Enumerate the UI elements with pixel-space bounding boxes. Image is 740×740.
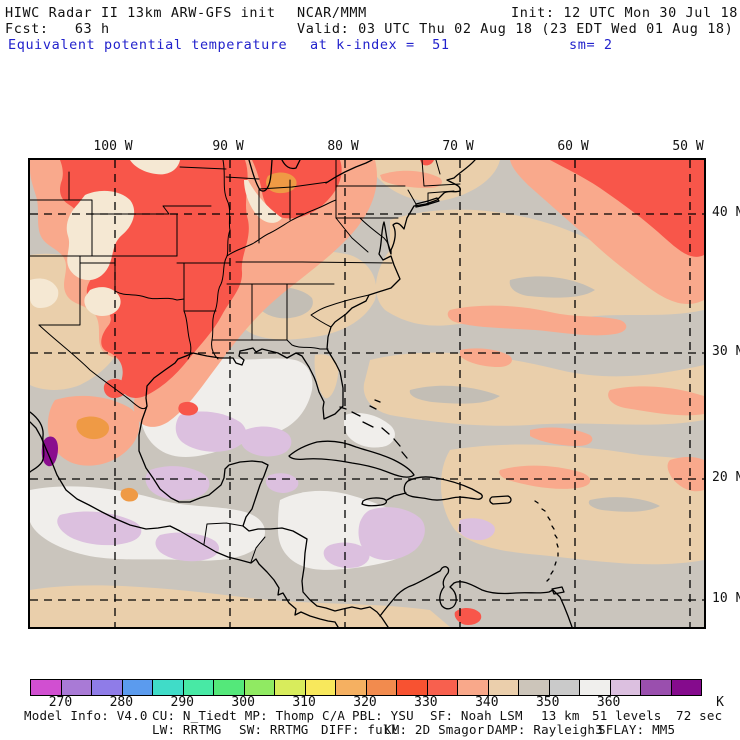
colorbar-segment	[458, 680, 489, 695]
lw-scheme: LW: RRTMG	[152, 722, 222, 737]
sflay-scheme: SFLAY: MM5	[598, 722, 676, 737]
lat-label-10n: 10 N	[712, 591, 740, 606]
grid-resolution: 13 km	[541, 708, 580, 723]
lon-label-80w: 80 W	[327, 139, 359, 154]
colorbar-unit: K	[716, 695, 724, 710]
model-title: HIWC Radar II 13km ARW-GFS init	[5, 5, 276, 21]
field-darkpurple-spot	[41, 436, 58, 467]
colorbar-segment	[244, 680, 275, 695]
lon-label-50w: 50 W	[672, 139, 704, 154]
center-name: NCAR/MMM	[297, 5, 367, 21]
km-scheme: KM: 2D Smagor	[384, 722, 485, 737]
lat-label-40n: 40 N	[712, 205, 740, 220]
model-info-label: Model Info: V4.0	[24, 708, 148, 723]
field-lavender-patches	[57, 411, 495, 568]
colorbar-tick-label: 350	[535, 695, 560, 710]
state-borders	[29, 159, 461, 563]
pbl-scheme: PBL: YSU	[352, 708, 414, 723]
field-cream-patches	[30, 160, 282, 316]
colorbar-segment	[366, 680, 397, 695]
colorbar-tick-label: 330	[414, 695, 438, 710]
sf-scheme: SF: Noah LSM	[430, 708, 523, 723]
colorbar-tick-label: 310	[292, 695, 316, 710]
colorbar-tick-label: 320	[353, 695, 377, 710]
lon-label-100w: 100 W	[93, 139, 133, 154]
init-time: Init: 12 UTC Mon 30 Jul 18	[511, 5, 738, 21]
colorbar-segment	[336, 680, 367, 695]
colorbar-tick-label: 300	[231, 695, 255, 710]
colorbar-segment	[427, 680, 458, 695]
colorbar-segment	[671, 680, 701, 695]
colorbar-segment	[183, 680, 214, 695]
sw-scheme: SW: RRTMG	[239, 722, 309, 737]
lon-label-90w: 90 W	[212, 139, 244, 154]
lon-label-70w: 70 W	[442, 139, 474, 154]
damp-scheme: DAMP: Rayleigh3	[487, 722, 603, 737]
colorbar-segment	[61, 680, 92, 695]
colorbar-tick-label: 270	[48, 695, 73, 710]
colorbar-segment	[305, 680, 336, 695]
colorbar-segment	[519, 680, 550, 695]
field-name: Equivalent potential temperature	[8, 37, 288, 53]
smoothing-label: sm= 2	[569, 37, 613, 53]
colorbar-segment	[397, 680, 428, 695]
map-canvas	[29, 159, 704, 628]
colorbar-tick-label: 290	[170, 695, 194, 710]
field-gray-swirls	[256, 276, 660, 512]
colorbar	[30, 679, 702, 696]
colorbar-segment	[610, 680, 641, 695]
colorbar-tick-label: 360	[596, 695, 621, 710]
colorbar-segment	[488, 680, 519, 695]
timestep: 72 sec	[676, 708, 723, 723]
colorbar-segment	[641, 680, 672, 695]
colorbar-tick-label: 280	[109, 695, 134, 710]
colorbar-segment	[549, 680, 580, 695]
forecast-hour: Fcst: 63 h	[5, 21, 110, 37]
lat-label-20n: 20 N	[712, 470, 740, 485]
cu-scheme: CU: N_Tiedt MP: Thomp C/A	[152, 708, 346, 723]
colorbar-segment	[122, 680, 153, 695]
colorbar-segment	[92, 680, 123, 695]
map-frame	[28, 158, 706, 629]
level-label: at k-index = 51	[310, 37, 450, 53]
colorbar-tick-label: 340	[475, 695, 499, 710]
colorbar-segment	[153, 680, 184, 695]
lat-label-30n: 30 N	[712, 344, 740, 359]
colorbar-segment	[214, 680, 245, 695]
grid-lines	[30, 160, 704, 627]
colorbar-segment	[580, 680, 611, 695]
colorbar-segment	[31, 680, 62, 695]
level-count: 51 levels	[592, 708, 662, 723]
colorbar-segment	[275, 680, 306, 695]
diff-scheme: DIFF: full	[321, 722, 399, 737]
lon-label-60w: 60 W	[557, 139, 589, 154]
valid-time: Valid: 03 UTC Thu 02 Aug 18 (23 EDT Wed …	[297, 21, 734, 37]
